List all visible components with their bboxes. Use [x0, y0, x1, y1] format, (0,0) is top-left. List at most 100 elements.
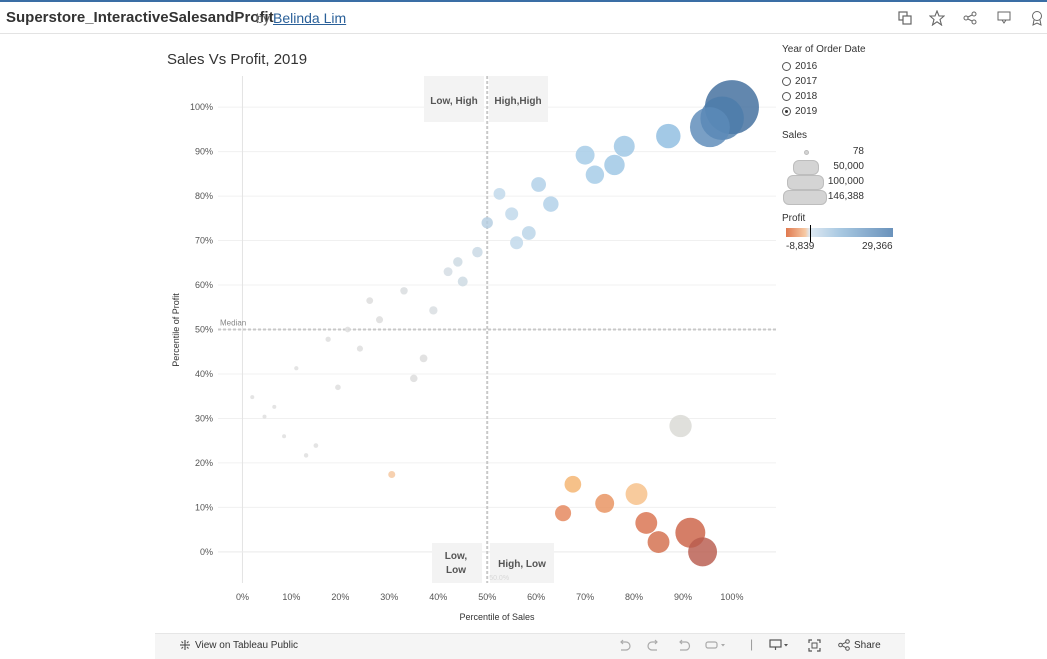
data-point[interactable] — [325, 336, 331, 342]
data-point[interactable] — [272, 404, 277, 409]
data-point[interactable] — [604, 154, 625, 176]
data-point[interactable] — [262, 414, 267, 419]
badge-icon[interactable] — [1027, 8, 1047, 28]
data-point[interactable] — [531, 177, 547, 192]
y-tick-label: 50% — [195, 325, 213, 335]
chart-grid — [218, 76, 776, 583]
data-point[interactable] — [689, 107, 730, 148]
share-label: Share — [854, 639, 881, 651]
data-point[interactable] — [457, 276, 468, 287]
view-on-tableau-label: View on Tableau Public — [195, 639, 299, 651]
star-icon[interactable] — [927, 8, 947, 28]
data-point[interactable] — [472, 246, 483, 258]
download-icon[interactable] — [994, 8, 1014, 28]
data-point[interactable] — [543, 196, 559, 212]
data-point[interactable] — [510, 236, 524, 250]
y-tick-label: 40% — [195, 369, 213, 379]
data-point[interactable] — [555, 505, 572, 522]
quadrant-low-low-label: Low, — [445, 551, 468, 562]
data-point[interactable] — [585, 165, 605, 184]
data-point[interactable] — [647, 531, 670, 554]
quadrant-low-low-label: Low — [446, 565, 466, 576]
data-point[interactable] — [303, 453, 309, 458]
size-label: 78 — [852, 146, 864, 157]
year-option-label: 2019 — [795, 106, 818, 117]
share-button[interactable]: Share — [838, 639, 881, 651]
redo-icon[interactable] — [647, 639, 661, 651]
data-point[interactable] — [521, 226, 536, 240]
legend-panel: Year of Order Date 2016 2017 2018 2019 Sale… — [782, 44, 912, 252]
quadrant-box — [489, 76, 548, 122]
data-point[interactable] — [366, 297, 374, 304]
share-network-icon[interactable] — [960, 8, 980, 28]
share-icon — [838, 639, 850, 651]
revert-icon[interactable] — [677, 639, 691, 651]
data-point[interactable] — [282, 434, 287, 439]
data-point[interactable] — [625, 483, 648, 505]
by-text: by — [256, 11, 270, 26]
data-point[interactable] — [400, 287, 408, 295]
sales-size-item: 50,000 — [782, 160, 912, 175]
data-point[interactable] — [250, 395, 255, 400]
year-option-2019[interactable]: 2019 — [782, 104, 912, 119]
data-point[interactable] — [575, 145, 595, 165]
data-point[interactable] — [453, 257, 463, 267]
y-tick-label: 70% — [195, 236, 213, 246]
present-icon[interactable] — [769, 639, 791, 651]
fullscreen-icon[interactable] — [808, 639, 821, 652]
data-point[interactable] — [613, 135, 635, 157]
profit-legend-title: Profit — [782, 213, 806, 224]
data-point[interactable] — [656, 123, 681, 149]
quadrant-low-high-label: Low, High — [430, 96, 477, 107]
data-point[interactable] — [443, 267, 453, 277]
data-point[interactable] — [294, 366, 299, 371]
data-point[interactable] — [595, 493, 615, 513]
refresh-icon[interactable] — [705, 639, 727, 651]
view-on-tableau-button[interactable]: View on Tableau Public — [179, 639, 298, 651]
profit-max-label: 29,366 — [862, 241, 893, 252]
x-tick-label: 90% — [674, 592, 692, 602]
data-point[interactable] — [410, 374, 418, 383]
size-label: 146,388 — [827, 191, 864, 202]
data-point[interactable] — [429, 306, 438, 315]
data-point[interactable] — [356, 345, 364, 352]
data-point[interactable] — [688, 537, 718, 567]
quadrant-labels: Low, High High,High Low, Low High, Low Median… — [220, 76, 554, 583]
data-point[interactable] — [669, 414, 692, 438]
year-option-2017[interactable]: 2017 — [782, 74, 912, 89]
profit-min-label: -8,839 — [786, 241, 815, 252]
data-point[interactable] — [564, 475, 582, 493]
data-point[interactable] — [635, 512, 658, 534]
author-link[interactable]: Belinda Lim — [273, 10, 347, 26]
radio-button[interactable] — [782, 107, 791, 116]
profit-gradient — [786, 228, 893, 237]
data-point[interactable] — [419, 354, 428, 363]
year-option-2018[interactable]: 2018 — [782, 89, 912, 104]
radio-button[interactable] — [782, 62, 791, 71]
x-tick-label: 100% — [720, 592, 743, 602]
data-point[interactable] — [313, 443, 319, 448]
data-point[interactable] — [505, 207, 519, 221]
copy-icon[interactable] — [895, 8, 915, 28]
data-point[interactable] — [493, 187, 506, 200]
year-option-2016[interactable]: 2016 — [782, 59, 912, 74]
x-tick-label: 60% — [527, 592, 545, 602]
year-option-label: 2018 — [795, 91, 818, 102]
data-point[interactable] — [344, 326, 351, 333]
x-tick-label: 10% — [282, 592, 300, 602]
quadrant-box — [424, 76, 484, 122]
data-point[interactable] — [388, 470, 396, 479]
undo-icon[interactable] — [617, 639, 631, 651]
data-point[interactable] — [375, 316, 384, 324]
data-point[interactable] — [335, 384, 341, 391]
data-point[interactable] — [481, 217, 493, 229]
y-tick-label: 100% — [190, 102, 213, 112]
quadrant-high-high-label: High,High — [494, 96, 541, 107]
radio-button[interactable] — [782, 77, 791, 86]
size-swatch — [804, 150, 809, 155]
top-bar: Superstore_InteractiveSalesandProfit by … — [0, 0, 1047, 34]
y-tick-label: 20% — [195, 458, 213, 468]
radio-button[interactable] — [782, 92, 791, 101]
x-tick-label: 30% — [380, 592, 398, 602]
